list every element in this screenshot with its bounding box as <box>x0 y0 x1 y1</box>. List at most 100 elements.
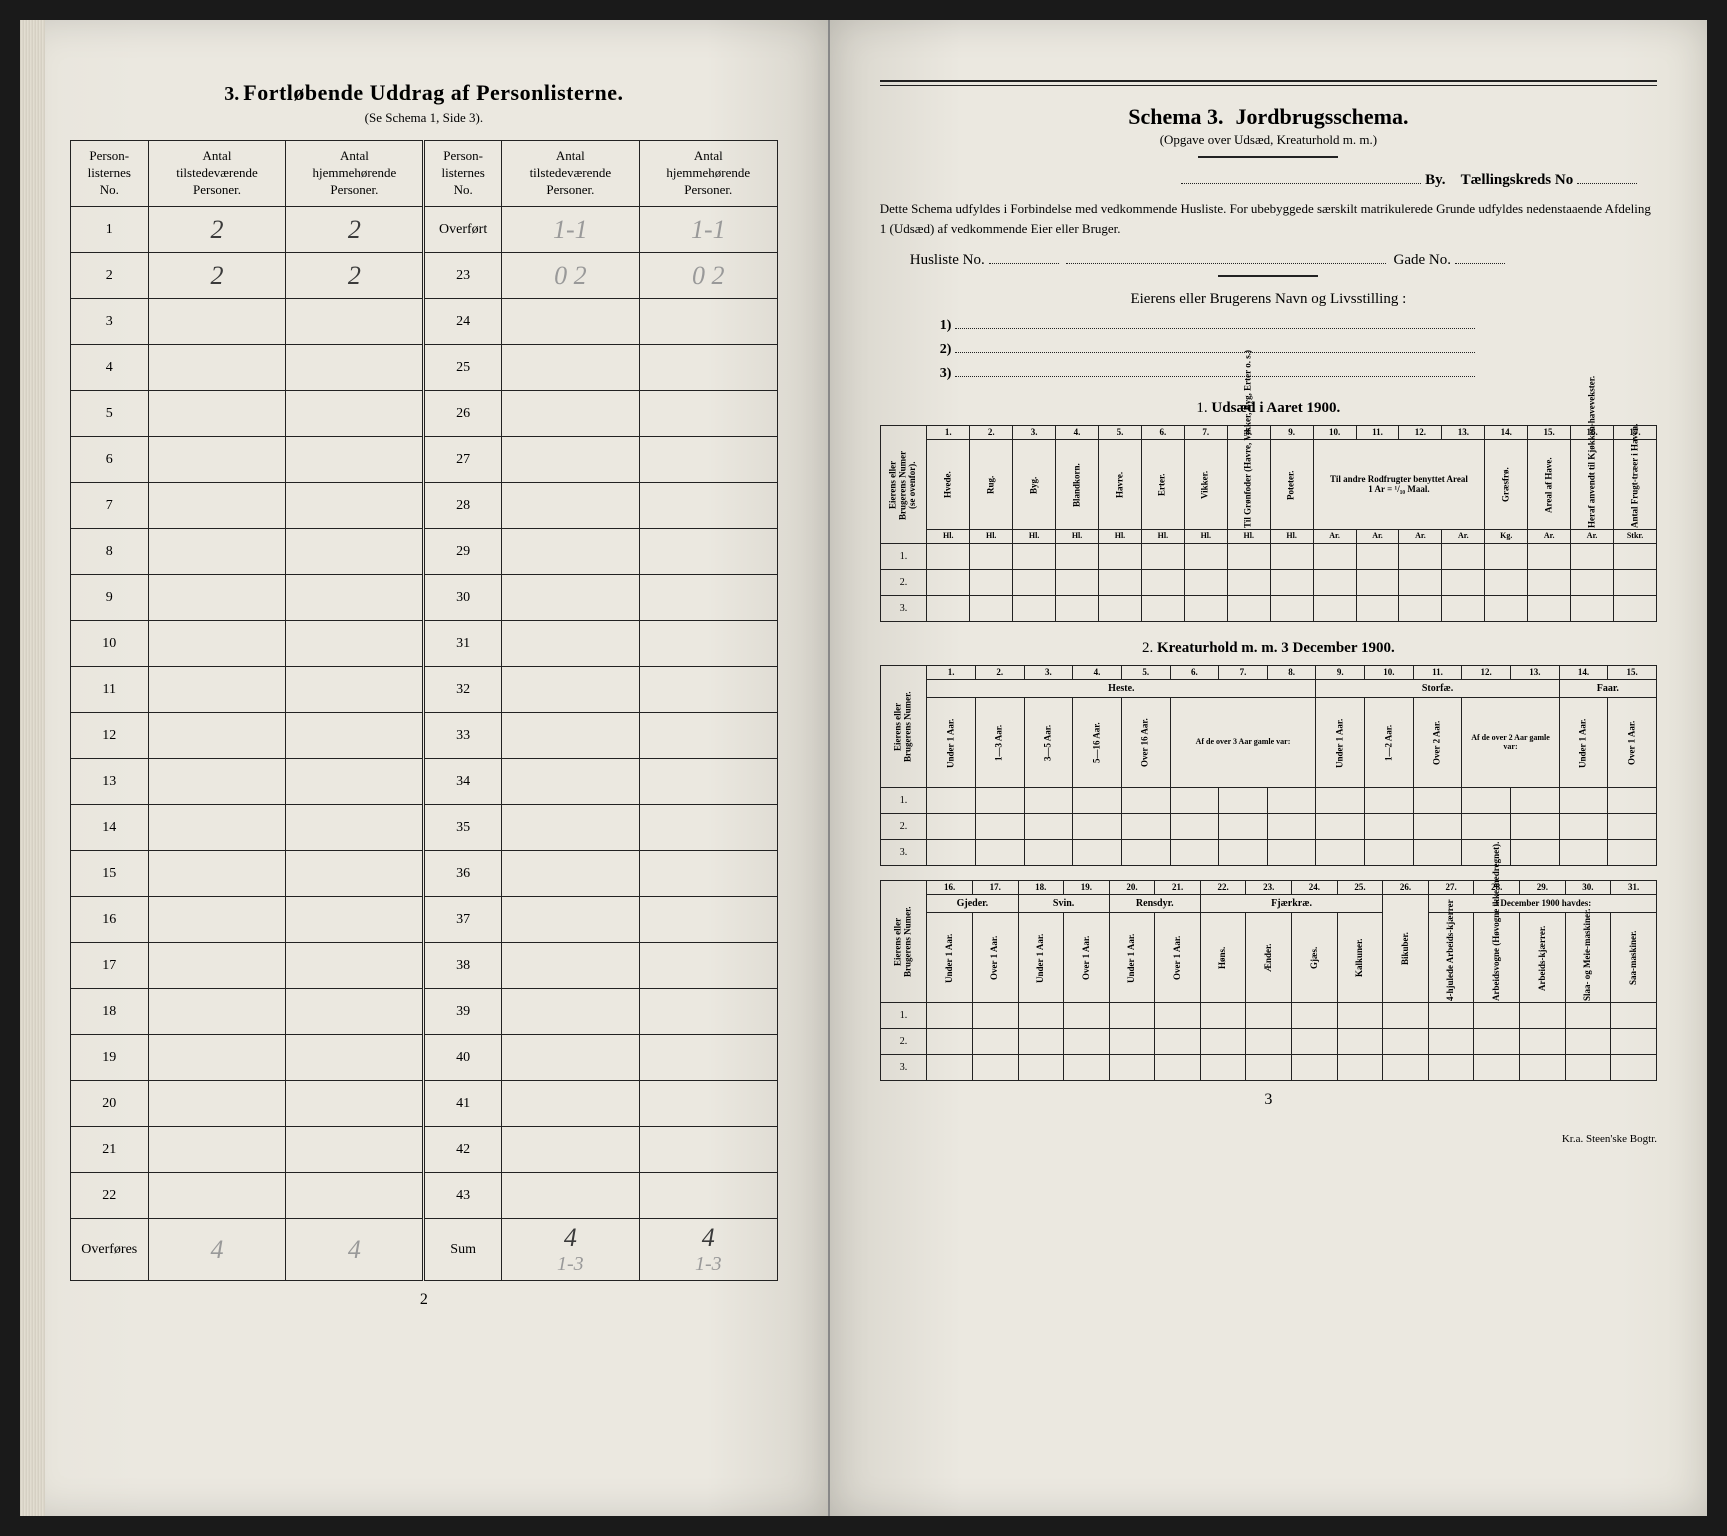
empty-cell <box>1246 1003 1292 1029</box>
empty-cell <box>1559 788 1608 814</box>
col-label: Slaa- og Meie-maskiner. <box>1565 913 1611 1003</box>
empty-cell <box>1399 570 1442 596</box>
empty-cell <box>1109 1055 1155 1081</box>
cell-belonging <box>286 943 424 989</box>
empty-cell <box>1316 840 1365 866</box>
col-num: 10. <box>1313 426 1356 440</box>
row-num: 29 <box>424 529 502 575</box>
empty-cell <box>1155 1029 1201 1055</box>
cell-present <box>148 437 286 483</box>
cell-present <box>148 851 286 897</box>
cell-present <box>148 345 286 391</box>
section1-num: 1. <box>1196 400 1207 416</box>
col-label: Gjæs. <box>1292 913 1338 1003</box>
cell-belonging <box>639 345 777 391</box>
col-num: 23. <box>1246 881 1292 895</box>
section-heading: Fortløbende Uddrag af Personlisterne. <box>243 80 623 105</box>
person-row: 1940 <box>71 1035 778 1081</box>
cell-present <box>148 299 286 345</box>
person-row: 627 <box>71 437 778 483</box>
col-num: 1. <box>927 666 976 680</box>
cell-present <box>501 805 639 851</box>
overfores-label: Overføres <box>71 1219 149 1281</box>
empty-cell <box>1270 596 1313 622</box>
person-row: 2243 <box>71 1173 778 1219</box>
group-storfe: Storfæ. <box>1316 680 1559 698</box>
col-num: 29. <box>1520 881 1566 895</box>
overfores-present: 4 <box>148 1219 286 1281</box>
empty-cell <box>1246 1029 1292 1055</box>
col-label: Rug. <box>970 440 1013 530</box>
cell-present <box>501 667 639 713</box>
col-num: 16. <box>927 881 973 895</box>
husliste-line: Husliste No. Gade No. <box>910 252 1657 269</box>
sum-belonging: 41-3 <box>639 1219 777 1281</box>
unit-label: Ar. <box>1313 530 1356 544</box>
empty-cell <box>1511 840 1560 866</box>
row-num: 20 <box>71 1081 149 1127</box>
row-num: 24 <box>424 299 502 345</box>
row-num: 31 <box>424 621 502 667</box>
empty-cell <box>1365 788 1414 814</box>
empty-cell <box>1064 1029 1110 1055</box>
data-row: 3. <box>880 840 1656 866</box>
gade-label: Gade No. <box>1394 252 1451 268</box>
col-label: Græsfrø. <box>1485 440 1528 530</box>
col-num: 12. <box>1462 666 1511 680</box>
cell-present <box>148 1081 286 1127</box>
cell-belonging: 2 <box>286 207 424 253</box>
group-fjerkre: Fjærkræ. <box>1200 895 1382 913</box>
empty-cell <box>927 570 970 596</box>
cell-present <box>501 897 639 943</box>
cell-present <box>501 345 639 391</box>
row-num: 35 <box>424 805 502 851</box>
empty-cell <box>1024 814 1073 840</box>
cell-present <box>501 621 639 667</box>
row-label: 1. <box>880 1003 927 1029</box>
person-row: 1233 <box>71 713 778 759</box>
cell-belonging <box>286 299 424 345</box>
person-row: 1435 <box>71 805 778 851</box>
cell-belonging: 1-1 <box>639 207 777 253</box>
row-num: 19 <box>71 1035 149 1081</box>
empty-cell <box>1614 544 1657 570</box>
empty-cell <box>1184 544 1227 570</box>
row-num: Overført <box>424 207 502 253</box>
empty-cell <box>1413 840 1462 866</box>
empty-cell <box>1511 788 1560 814</box>
col-num: 30. <box>1565 881 1611 895</box>
left-page-number: 2 <box>70 1291 778 1309</box>
row-num: 5 <box>71 391 149 437</box>
col-label: Saa-maskiner. <box>1611 913 1657 1003</box>
col-label: Poteter. <box>1270 440 1313 530</box>
empty-cell <box>1413 788 1462 814</box>
empty-cell <box>1292 1055 1338 1081</box>
col-label: Byg. <box>1013 440 1056 530</box>
col-header-no: Person-listernesNo. <box>71 141 149 207</box>
col-num: 10. <box>1365 666 1414 680</box>
cell-belonging <box>286 1035 424 1081</box>
unit-label: Ar. <box>1528 530 1571 544</box>
col-label: Arbeids-kjærrer. <box>1520 913 1566 1003</box>
cell-present <box>148 483 286 529</box>
cell-belonging <box>639 1173 777 1219</box>
section2-heading: 2. Kreaturhold m. m. 3 December 1900. <box>880 640 1657 657</box>
empty-cell <box>1155 1055 1201 1081</box>
cell-present: 2 <box>148 253 286 299</box>
cell-belonging <box>639 1035 777 1081</box>
col-num: 13. <box>1511 666 1560 680</box>
col-label: Over 1 Aar. <box>972 913 1018 1003</box>
empty-cell <box>1270 544 1313 570</box>
cell-present <box>501 1081 639 1127</box>
col-label: Vikker. <box>1184 440 1227 530</box>
col-num: 4. <box>1073 666 1122 680</box>
col-num: 14. <box>1559 666 1608 680</box>
col-num: 15. <box>1608 666 1657 680</box>
col-label: Til Grønfoder (Havre, Vikker, Byg, Erter… <box>1227 440 1270 530</box>
empty-cell <box>1383 1029 1429 1055</box>
section1-heading: 1. Udsæd i Aaret 1900. <box>880 400 1657 417</box>
col-label: 1—2 Aar. <box>1365 698 1414 788</box>
person-row: 1637 <box>71 897 778 943</box>
row-num: 25 <box>424 345 502 391</box>
schema-label: Schema 3. <box>1128 104 1223 129</box>
